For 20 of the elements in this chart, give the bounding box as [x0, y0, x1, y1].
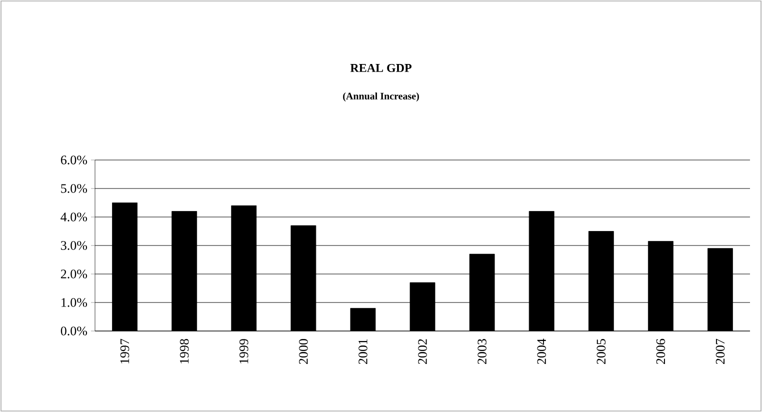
x-tick-label: 2003 — [478, 339, 486, 364]
x-tick-label: 2002 — [418, 339, 427, 364]
chart-title: REAL GDP — [350, 64, 412, 72]
y-tick-label: 0.0% — [60, 326, 88, 336]
x-tick-label: 2000 — [299, 339, 308, 364]
y-tick-label: 1.0% — [62, 298, 88, 307]
y-tick-label: 5.0% — [61, 184, 88, 193]
x-tick-label: 1999 — [240, 339, 248, 364]
y-tick-label: 6.0% — [60, 156, 88, 164]
x-tick-label: 2004 — [537, 338, 546, 364]
y-tick-label: 4.0% — [60, 212, 88, 222]
x-tick-label: 2006 — [656, 338, 666, 364]
y-tick-label: 3.0% — [61, 241, 88, 250]
x-tick-label: 2007 — [716, 338, 725, 364]
chart-subtitle: (Annual Increase) — [343, 92, 419, 102]
x-tick-label: 1997 — [120, 338, 130, 364]
x-tick-label: 2001 — [358, 339, 368, 364]
y-tick-label: 2.0% — [60, 270, 88, 278]
x-tick-label: 2005 — [596, 339, 606, 364]
x-tick-label: 1998 — [180, 339, 189, 364]
